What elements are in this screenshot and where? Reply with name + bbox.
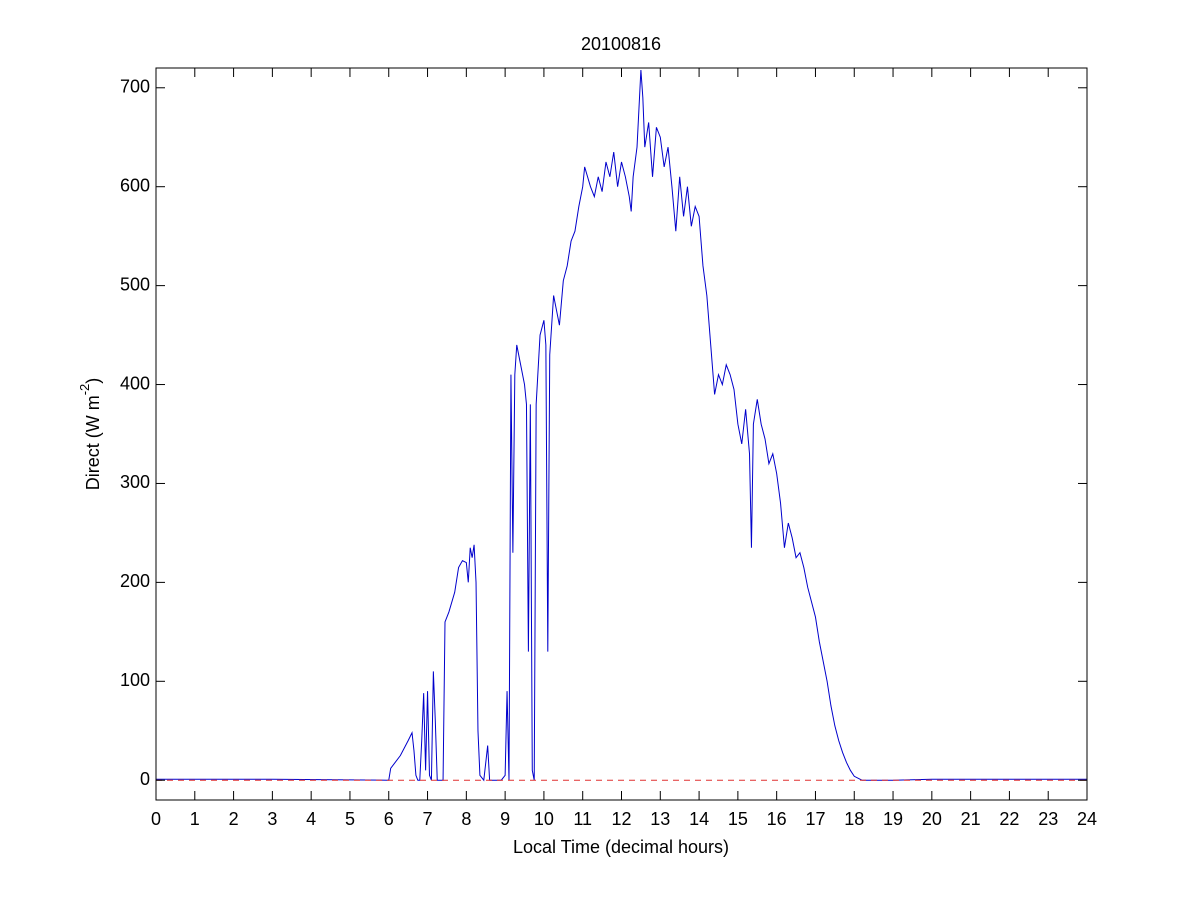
x-tick-label: 23 [1038, 809, 1058, 829]
y-tick-label: 300 [120, 472, 150, 492]
chart-title: 20100816 [581, 34, 661, 54]
x-tick-label: 22 [999, 809, 1019, 829]
y-label-end: ) [83, 378, 103, 384]
x-tick-label: 20 [922, 809, 942, 829]
x-tick-label: 0 [151, 809, 161, 829]
y-tick-label: 500 [120, 274, 150, 294]
x-tick-label: 24 [1077, 809, 1097, 829]
y-tick-label: 0 [140, 769, 150, 789]
x-tick-label: 14 [689, 809, 709, 829]
x-tick-label: 17 [805, 809, 825, 829]
y-label-main: Direct (W m [83, 395, 103, 490]
x-tick-label: 19 [883, 809, 903, 829]
x-tick-label: 10 [534, 809, 554, 829]
y-tick-label: 700 [120, 77, 150, 97]
y-tick-label: 100 [120, 670, 150, 690]
y-axis-label: Direct (W m-2) [77, 378, 102, 491]
y-label-sup: -2 [77, 384, 92, 396]
x-tick-label: 3 [267, 809, 277, 829]
y-tick-label: 600 [120, 175, 150, 195]
x-tick-label: 11 [573, 809, 592, 829]
x-axis-label: Local Time (decimal hours) [513, 837, 729, 857]
x-tick-label: 8 [461, 809, 471, 829]
x-tick-label: 12 [611, 809, 631, 829]
x-tick-label: 15 [728, 809, 748, 829]
x-tick-label: 16 [767, 809, 787, 829]
x-tick-label: 4 [306, 809, 316, 829]
y-tick-label: 200 [120, 571, 150, 591]
x-tick-label: 13 [650, 809, 670, 829]
x-tick-label: 6 [384, 809, 394, 829]
x-tick-label: 7 [423, 809, 433, 829]
x-tick-label: 5 [345, 809, 355, 829]
data-line [156, 69, 1087, 782]
y-tick-label: 400 [120, 373, 150, 393]
x-tick-label: 21 [961, 809, 981, 829]
x-tick-label: 2 [229, 809, 239, 829]
x-tick-label: 1 [190, 809, 200, 829]
x-tick-label: 9 [500, 809, 510, 829]
x-tick-label: 18 [844, 809, 864, 829]
